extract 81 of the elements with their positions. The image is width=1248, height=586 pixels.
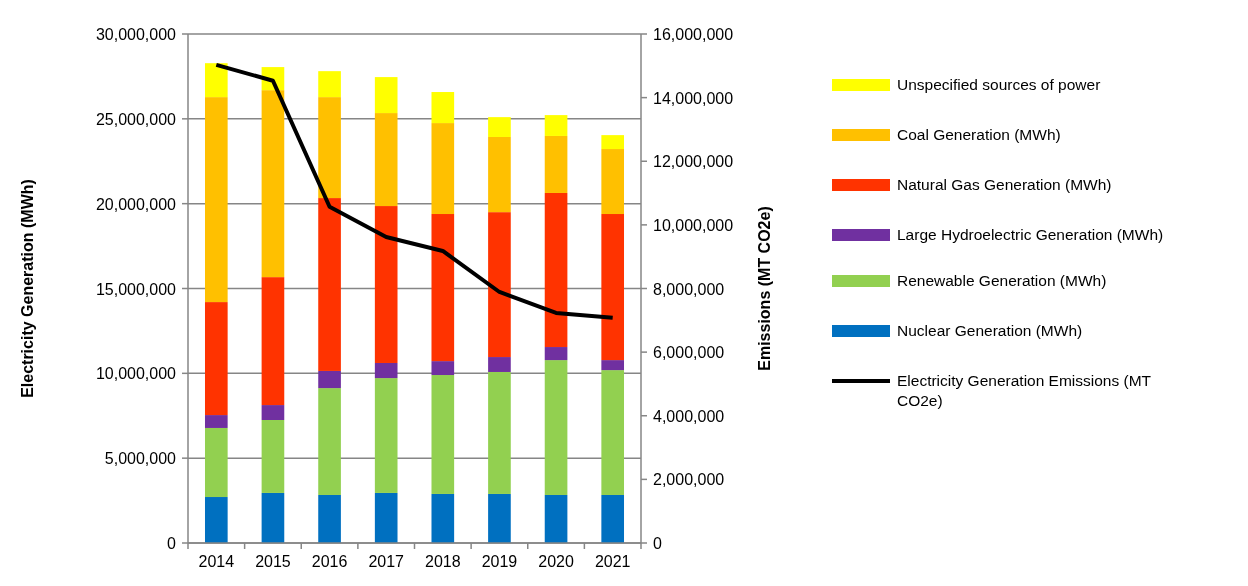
- bar: [601, 494, 625, 543]
- y2-tick-label: 0: [653, 535, 662, 552]
- bar: [204, 302, 228, 416]
- bar: [544, 347, 568, 361]
- bar: [204, 427, 228, 498]
- bar: [488, 371, 511, 494]
- bar: [318, 97, 341, 199]
- bar: [318, 71, 341, 98]
- bar: [544, 115, 568, 136]
- y-axis-title: Electricity Generation (MWh): [19, 179, 36, 398]
- bar: [261, 492, 285, 543]
- bar: [601, 135, 625, 150]
- y2-tick-label: 8,000,000: [653, 280, 725, 298]
- bar: [318, 370, 341, 389]
- y2-tick-label: 10,000,000: [653, 216, 734, 234]
- y-tick-label: 15,000,000: [95, 280, 177, 298]
- legend-label: Renewable Generation (MWh): [897, 272, 1107, 289]
- bar: [488, 357, 511, 372]
- bar: [544, 494, 568, 543]
- bar: [204, 97, 228, 303]
- bar: [431, 214, 455, 362]
- legend-label: Natural Gas Generation (MWh): [897, 176, 1112, 193]
- bar: [601, 360, 625, 371]
- x-tick-label: 2018: [425, 553, 461, 570]
- bar: [261, 90, 285, 278]
- bar: [374, 378, 398, 493]
- bar: [431, 375, 455, 494]
- bar: [374, 113, 398, 207]
- bar: [601, 214, 625, 361]
- x-tick-label: 2015: [255, 553, 291, 570]
- x-tick-label: 2016: [311, 553, 348, 570]
- y2-tick-label: 4,000,000: [653, 407, 725, 425]
- bar: [544, 360, 568, 495]
- legend-label: Unspecified sources of power: [897, 76, 1101, 93]
- x-tick-label: 2017: [368, 553, 405, 570]
- legend-label: Nuclear Generation (MWh): [897, 322, 1083, 339]
- bar: [204, 415, 228, 428]
- y-tick-label: 20,000,000: [95, 195, 177, 213]
- bar: [488, 493, 511, 543]
- bar: [488, 212, 511, 358]
- bar: [544, 192, 568, 348]
- y2-tick-label: 14,000,000: [653, 89, 734, 107]
- bar: [318, 198, 341, 371]
- y2-axis-title: Emissions (MT CO2e): [756, 206, 773, 371]
- y-tick-label: 0: [167, 535, 177, 552]
- bar: [318, 388, 341, 495]
- y-tick-label: 25,000,000: [95, 110, 177, 128]
- x-tick-label: 2014: [198, 553, 235, 570]
- x-tick-label: 2020: [538, 553, 574, 570]
- bar: [374, 492, 398, 543]
- bar: [544, 135, 568, 193]
- legend-label: Large Hydroelectric Generation (MWh): [897, 226, 1164, 243]
- y2-tick-label: 6,000,000: [653, 344, 725, 362]
- y-tick-label: 10,000,000: [95, 365, 177, 383]
- legend-label: Coal Generation (MWh): [897, 126, 1061, 143]
- bar: [374, 77, 398, 114]
- y2-tick-label: 16,000,000: [653, 26, 734, 43]
- bar: [431, 123, 455, 215]
- y-tick-label: 30,000,000: [95, 26, 177, 43]
- bar: [431, 361, 455, 376]
- bar: [601, 149, 625, 215]
- x-tick-label: 2021: [594, 553, 631, 570]
- bar: [204, 63, 228, 98]
- bar: [318, 494, 341, 543]
- legend-label: Electricity Generation Emissions (MT CO2e): [897, 372, 1152, 409]
- y2-tick-label: 2,000,000: [653, 471, 725, 489]
- bar: [431, 92, 455, 124]
- bar: [261, 419, 285, 493]
- x-tick-label: 2019: [481, 553, 518, 570]
- bar: [431, 493, 455, 543]
- bar: [374, 206, 398, 363]
- bar: [261, 277, 285, 406]
- y-tick-label: 5,000,000: [104, 450, 177, 468]
- bar: [601, 370, 625, 495]
- bar: [204, 497, 228, 543]
- line-series: [214, 62, 615, 320]
- bar: [261, 405, 285, 420]
- bar: [488, 117, 511, 137]
- bar: [488, 136, 511, 213]
- bar: [374, 362, 398, 379]
- y2-tick-label: 12,000,000: [653, 153, 734, 171]
